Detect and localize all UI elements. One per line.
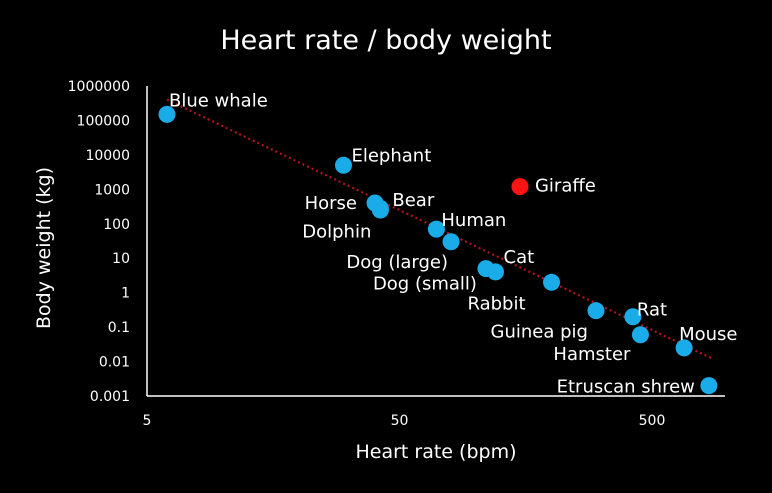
x-tick-label: 5	[143, 413, 152, 429]
point-label-dog-small: Dog (small)	[373, 274, 477, 295]
x-tick-label: 500	[639, 413, 666, 429]
x-tick-label: 50	[391, 413, 409, 429]
y-axis-label: Body weight (kg)	[33, 167, 55, 329]
y-tick-label: 10000	[85, 148, 130, 164]
point-label-elephant: Elephant	[351, 145, 431, 166]
point-label-dog-large: Dog (large)	[346, 252, 448, 273]
y-tick-label: 100	[103, 217, 130, 233]
x-axis-label: Heart rate (bpm)	[355, 441, 516, 463]
point-label-blue-whale: Blue whale	[169, 90, 268, 111]
trendline	[166, 98, 714, 360]
point-label-mouse: Mouse	[679, 324, 737, 345]
y-tick-label: 1	[121, 286, 130, 302]
y-tick-label: 0.1	[108, 320, 130, 336]
point-hamster	[631, 326, 649, 344]
point-elephant	[334, 156, 352, 174]
point-label-dolphin: Dolphin	[302, 221, 371, 242]
point-label-bear: Bear	[392, 190, 434, 211]
point-etruscan-shrew	[700, 377, 718, 395]
x-tick-labels: 5 50 500	[143, 413, 666, 429]
y-tick-label: 1000	[94, 182, 130, 198]
point-label-human: Human	[441, 210, 506, 231]
point-guinea-pig	[587, 302, 605, 320]
point-labels-layer: Blue whale Elephant Horse Bear Dolphin Human D…	[169, 90, 738, 397]
point-dolphin	[371, 199, 389, 217]
point-label-giraffe: Giraffe	[535, 176, 596, 197]
point-label-cat: Cat	[504, 247, 535, 268]
points-layer	[158, 105, 718, 395]
y-tick-label: 10	[112, 251, 130, 267]
point-rabbit	[543, 273, 561, 291]
point-mouse	[675, 339, 693, 357]
point-cat	[487, 263, 505, 281]
chart-title: Heart rate / body weight	[220, 25, 551, 56]
point-giraffe	[511, 178, 529, 196]
point-label-etruscan-shrew: Etruscan shrew	[557, 377, 695, 398]
point-blue-whale	[158, 105, 176, 123]
point-human	[427, 220, 445, 238]
y-tick-label: 0.001	[90, 389, 130, 405]
point-label-guinea-pig: Guinea pig	[491, 322, 588, 343]
point-dog-large	[442, 233, 460, 251]
y-tick-label: 1000000	[68, 79, 130, 95]
point-label-hamster: Hamster	[553, 344, 631, 365]
trendline-layer	[166, 98, 714, 360]
y-tick-label: 0.01	[99, 355, 130, 371]
y-tick-label: 100000	[77, 113, 130, 129]
point-label-rabbit: Rabbit	[467, 293, 525, 314]
point-label-horse: Horse	[305, 193, 357, 214]
point-rat	[624, 308, 642, 326]
y-tick-labels: 0.001 0.01 0.1 1 10 100 1000 10000 100000 1000000	[68, 79, 130, 405]
point-label-rat: Rat	[637, 300, 667, 321]
